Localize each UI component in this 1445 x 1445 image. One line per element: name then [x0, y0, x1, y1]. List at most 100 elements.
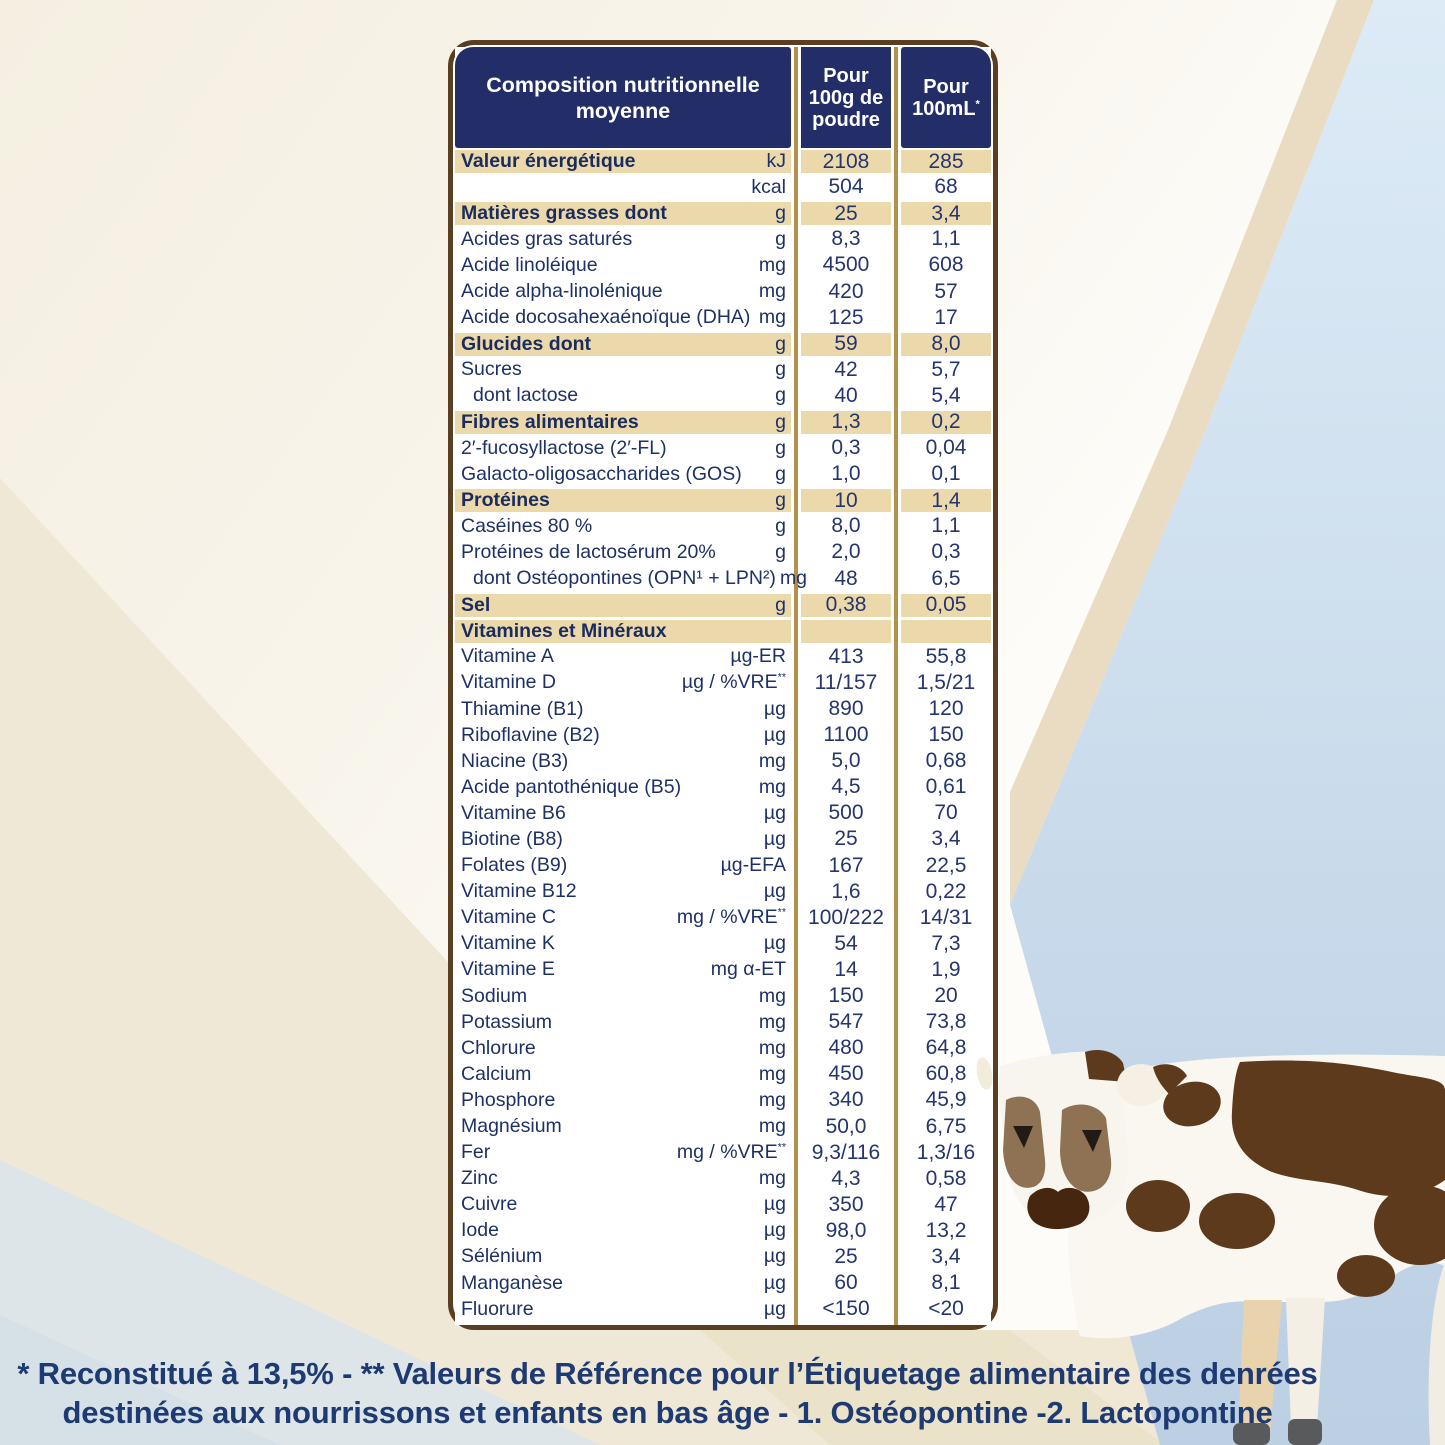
value-per-100ml: 73,8 — [925, 1010, 967, 1034]
header-line: moyenne — [575, 98, 671, 123]
value-per-100ml: 3,4 — [931, 1244, 961, 1268]
nutrient-name: Cuivre — [461, 1193, 518, 1216]
nutrient-row-label: kcal — [455, 174, 791, 200]
value-per-100ml: 0,22 — [925, 879, 967, 903]
value-per-100ml: 70 — [934, 801, 958, 825]
nutrient-row-label: Acide docosahexaénoïque (DHA) mg — [455, 305, 791, 331]
nutrient-unit: g — [775, 227, 786, 250]
cow-head-patch — [1085, 1050, 1127, 1082]
nutrient-name: Sucres — [461, 358, 522, 381]
nutrient-row-label: Protéines de lactosérum 20% g — [455, 539, 791, 565]
value-per-100ml: 0,04 — [925, 436, 967, 460]
value-per-100g: 1,0 — [831, 462, 861, 486]
nutrient-unit: g — [775, 358, 786, 381]
nutrient-row-label: Caséines 80 % g — [455, 513, 791, 539]
value-per-100g: 4,5 — [831, 775, 861, 799]
cow-ear-right — [1117, 1064, 1165, 1106]
nutrient-unit: kJ — [766, 150, 787, 173]
footnote-line-2: destinées aux nourrissons et enfants en … — [62, 1395, 1273, 1430]
value-per-100g: 5,0 — [831, 749, 861, 773]
nutrient-unit: kcal — [751, 175, 786, 198]
nutrient-unit: mg — [758, 280, 786, 303]
value-per-100g: 504 — [828, 175, 864, 199]
nutrient-row-label: Biotine (B8) µg — [455, 826, 791, 852]
cow-front-leg-right — [1286, 1298, 1325, 1428]
nutrient-name: Vitamine E — [461, 958, 555, 981]
value-per-100ml: 5,4 — [931, 383, 961, 407]
cow-rear-leg — [1428, 1262, 1445, 1445]
value-per-100ml: 47 — [934, 1192, 958, 1216]
nutrient-row-label: Phosphore mg — [455, 1087, 791, 1113]
value-per-100g: 4500 — [822, 253, 870, 277]
cow-eye-patch-right — [1060, 1104, 1112, 1192]
nutrient-unit: µg — [763, 1271, 786, 1294]
nutrient-row-label: Acide linoléique mg — [455, 252, 791, 278]
nutrient-row-label: Acides gras saturés g — [455, 226, 791, 252]
nutrient-name: Acide linoléique — [461, 253, 598, 276]
nutrient-name: Vitamine A — [461, 645, 554, 668]
nutrient-name: Acide alpha-linolénique — [461, 280, 663, 303]
nutrient-name: dont Ostéopontines (OPN¹ + LPN²) — [473, 567, 776, 590]
nutrient-unit: µg — [763, 801, 786, 824]
nutrient-unit: mg — [758, 1088, 786, 1111]
cow-hoof-right — [1288, 1419, 1322, 1445]
value-per-100ml: 0,61 — [925, 775, 967, 799]
cow-spot-belly — [1337, 1255, 1395, 1297]
value-per-100g: 8,3 — [831, 227, 861, 251]
nutrient-unit: g — [775, 332, 786, 355]
nutrient-name: Fluorure — [461, 1297, 534, 1320]
value-per-100g: 340 — [828, 1088, 864, 1112]
nutrient-unit: µg-EFA — [720, 854, 786, 877]
value-per-100g: 1,6 — [831, 879, 861, 903]
nutrient-row-label: Iode µg — [455, 1218, 791, 1244]
value-per-100g: 8,0 — [831, 514, 861, 538]
value-per-100g: 4,3 — [831, 1166, 861, 1190]
nutrient-name: Potassium — [461, 1010, 553, 1033]
nutrient-name: Riboflavine (B2) — [461, 723, 600, 746]
nutrient-name: Protéines de lactosérum 20% — [461, 540, 716, 563]
nutrient-row-label: Vitamine A µg-ER — [455, 644, 791, 670]
nutrient-name: Folates (B9) — [461, 854, 568, 877]
nutrient-row-label: Vitamine K µg — [455, 931, 791, 957]
nutrient-unit: g — [775, 436, 786, 459]
value-per-100g: 100/222 — [808, 905, 884, 929]
nutrient-name: Biotine (B8) — [461, 827, 563, 850]
nutrient-name: Sélénium — [461, 1245, 543, 1268]
nutrient-row-label: 2′-fucosyllactose (2′-FL) g — [455, 435, 791, 461]
nutrient-unit: µg — [763, 1245, 786, 1268]
nutrient-unit: mg / %VRE** — [676, 1141, 786, 1164]
value-per-100g: 14 — [834, 957, 858, 981]
nutrient-name: Vitamine C — [461, 906, 557, 929]
nutrient-name: Zinc — [461, 1167, 498, 1190]
cow-eye-right — [1082, 1130, 1102, 1152]
nutrient-unit: g — [775, 384, 786, 407]
value-per-100ml: 13,2 — [925, 1218, 967, 1242]
value-per-100g: 500 — [828, 801, 864, 825]
nutrient-name: Sodium — [461, 984, 528, 1007]
nutrient-row-label: Vitamine E mg α-ET — [455, 957, 791, 983]
nutrient-name: Vitamine B6 — [461, 801, 566, 824]
footnote: * Reconstitué à 13,5% - ** Valeurs de Ré… — [0, 1354, 1335, 1432]
value-per-100g: 54 — [834, 931, 858, 955]
value-per-100g: 547 — [828, 1010, 864, 1034]
value-per-100ml: 608 — [928, 253, 964, 277]
value-per-100ml: 8,0 — [901, 330, 991, 357]
nutrient-unit: µg — [763, 932, 786, 955]
nutrient-name: Protéines — [461, 489, 550, 512]
value-per-100ml: 55,8 — [925, 644, 967, 668]
nutrient-row-label: Matières grasses dont g — [455, 200, 791, 227]
nutrient-name: Matières grasses dont — [461, 202, 667, 225]
header-line: poudre — [812, 108, 880, 131]
nutrient-row-label: Fibres alimentaires g — [455, 408, 791, 436]
value-per-100g: 2,0 — [831, 540, 861, 564]
value-per-100g: 1100 — [823, 723, 869, 747]
nutrient-name: Vitamine D — [461, 671, 557, 694]
nutrient-unit: mg — [779, 567, 808, 590]
cow-eye-left — [1013, 1126, 1033, 1148]
nutrient-name: Phosphore — [461, 1088, 556, 1111]
nutrient-unit: µg — [763, 1297, 786, 1320]
nutrient-row-label: Riboflavine (B2) µg — [455, 722, 791, 748]
value-per-100ml: 22,5 — [925, 853, 967, 877]
nutrient-row-label: Thiamine (B1) µg — [455, 696, 791, 722]
